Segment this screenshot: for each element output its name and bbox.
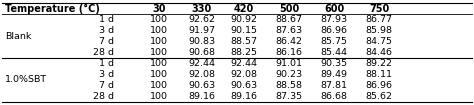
Text: 500: 500 — [279, 4, 299, 14]
Text: 100: 100 — [150, 15, 168, 24]
Text: 92.08: 92.08 — [231, 70, 257, 79]
Text: Blank: Blank — [5, 32, 31, 41]
Text: 92.08: 92.08 — [188, 70, 215, 79]
Text: 91.01: 91.01 — [276, 59, 302, 68]
Text: 92.44: 92.44 — [188, 59, 215, 68]
Text: 100: 100 — [150, 59, 168, 68]
Text: 89.16: 89.16 — [188, 92, 215, 101]
Text: 84.46: 84.46 — [366, 48, 392, 57]
Text: 3 d: 3 d — [99, 70, 114, 79]
Text: 1.0%SBT: 1.0%SBT — [5, 75, 47, 84]
Text: 85.62: 85.62 — [366, 92, 392, 101]
Text: 87.63: 87.63 — [275, 26, 303, 35]
Text: 85.98: 85.98 — [366, 26, 392, 35]
Text: 85.75: 85.75 — [321, 37, 347, 46]
Text: 750: 750 — [369, 4, 389, 14]
Text: 420: 420 — [234, 4, 254, 14]
Text: 28 d: 28 d — [93, 92, 114, 101]
Text: 86.68: 86.68 — [321, 92, 347, 101]
Text: 100: 100 — [150, 26, 168, 35]
Text: 92.62: 92.62 — [188, 15, 215, 24]
Text: 89.49: 89.49 — [321, 70, 347, 79]
Text: 88.67: 88.67 — [276, 15, 302, 24]
Text: 88.11: 88.11 — [366, 70, 392, 79]
Text: 100: 100 — [150, 92, 168, 101]
Text: 7 d: 7 d — [99, 81, 114, 90]
Text: 30: 30 — [152, 4, 165, 14]
Text: 330: 330 — [191, 4, 211, 14]
Text: Temperature (°C): Temperature (°C) — [5, 4, 100, 14]
Text: 90.63: 90.63 — [230, 81, 258, 90]
Text: 85.44: 85.44 — [321, 48, 347, 57]
Text: 86.42: 86.42 — [276, 37, 302, 46]
Text: 91.97: 91.97 — [188, 26, 215, 35]
Text: 100: 100 — [150, 70, 168, 79]
Text: 600: 600 — [324, 4, 344, 14]
Text: 90.23: 90.23 — [275, 70, 303, 79]
Text: 90.83: 90.83 — [188, 37, 215, 46]
Text: 28 d: 28 d — [93, 48, 114, 57]
Text: 1 d: 1 d — [99, 59, 114, 68]
Text: 89.16: 89.16 — [231, 92, 257, 101]
Text: 92.44: 92.44 — [231, 59, 257, 68]
Text: 87.81: 87.81 — [321, 81, 347, 90]
Text: 100: 100 — [150, 81, 168, 90]
Text: 7 d: 7 d — [99, 37, 114, 46]
Text: 88.58: 88.58 — [276, 81, 302, 90]
Text: 88.25: 88.25 — [231, 48, 257, 57]
Text: 88.57: 88.57 — [231, 37, 257, 46]
Text: 90.68: 90.68 — [188, 48, 215, 57]
Text: 100: 100 — [150, 37, 168, 46]
Text: 86.96: 86.96 — [366, 81, 392, 90]
Text: 1 d: 1 d — [99, 15, 114, 24]
Text: 100: 100 — [150, 48, 168, 57]
Text: 89.22: 89.22 — [366, 59, 392, 68]
Text: 84.75: 84.75 — [366, 37, 392, 46]
Text: 87.35: 87.35 — [275, 92, 303, 101]
Text: 87.93: 87.93 — [320, 15, 348, 24]
Text: 3 d: 3 d — [99, 26, 114, 35]
Text: 86.96: 86.96 — [321, 26, 347, 35]
Text: 86.16: 86.16 — [276, 48, 302, 57]
Text: 90.63: 90.63 — [188, 81, 215, 90]
Text: 90.35: 90.35 — [320, 59, 348, 68]
Text: 90.15: 90.15 — [231, 26, 257, 35]
Text: 90.92: 90.92 — [231, 15, 257, 24]
Text: 86.77: 86.77 — [366, 15, 392, 24]
